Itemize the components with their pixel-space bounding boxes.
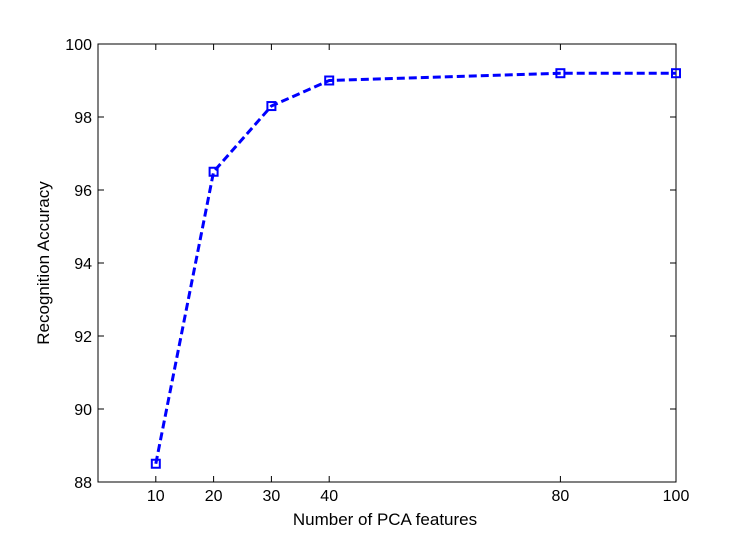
x-tick-label: 40 [320, 488, 338, 505]
y-tick-label: 92 [74, 329, 92, 346]
data-point-marker [266, 101, 277, 112]
plot-area [97, 43, 677, 483]
data-point-marker [150, 458, 161, 469]
x-axis-title: Number of PCA features [293, 510, 477, 529]
x-tick-label: 20 [205, 488, 223, 505]
series-layer [150, 68, 681, 469]
y-tick-label: 90 [74, 402, 92, 419]
x-tick-label: 80 [552, 488, 570, 505]
y-tick-label: 94 [74, 256, 92, 273]
x-tick-label: 10 [147, 488, 165, 505]
y-axis-ticks: 88 90 92 94 96 98 100 [65, 37, 676, 492]
y-tick-label: 96 [74, 183, 92, 200]
data-point-marker [324, 75, 335, 86]
data-point-marker [671, 68, 681, 79]
data-point-marker [208, 166, 219, 177]
data-point-marker [555, 68, 566, 79]
y-tick-label: 98 [74, 110, 92, 127]
x-tick-label: 100 [663, 488, 690, 505]
y-tick-label: 100 [65, 37, 92, 54]
x-tick-label: 30 [263, 488, 281, 505]
y-axis-title: Recognition Accuracy [34, 181, 53, 345]
x-axis-ticks: 10 20 30 40 80 100 [147, 44, 690, 505]
y-tick-label: 88 [74, 475, 92, 492]
series-line [154, 71, 676, 465]
